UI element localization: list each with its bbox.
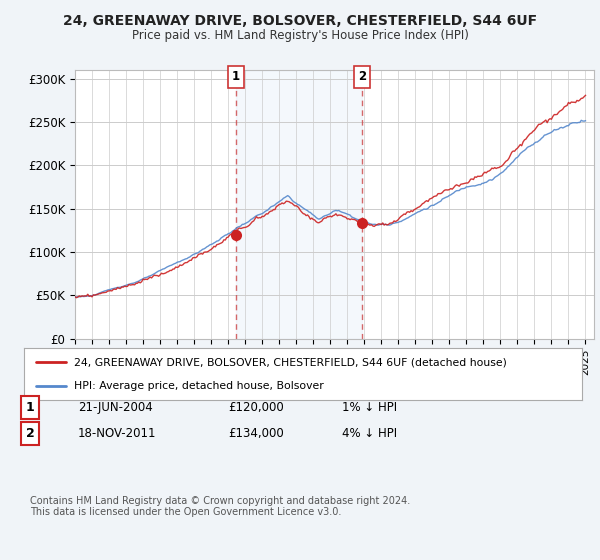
Text: 2: 2 xyxy=(358,71,366,83)
Text: Price paid vs. HM Land Registry's House Price Index (HPI): Price paid vs. HM Land Registry's House … xyxy=(131,29,469,42)
Text: 18-NOV-2011: 18-NOV-2011 xyxy=(78,427,157,440)
Text: £134,000: £134,000 xyxy=(228,427,284,440)
Text: 1: 1 xyxy=(232,71,240,83)
Text: 1% ↓ HPI: 1% ↓ HPI xyxy=(342,401,397,414)
Text: 24, GREENAWAY DRIVE, BOLSOVER, CHESTERFIELD, S44 6UF: 24, GREENAWAY DRIVE, BOLSOVER, CHESTERFI… xyxy=(63,14,537,28)
Text: 21-JUN-2004: 21-JUN-2004 xyxy=(78,401,153,414)
Text: HPI: Average price, detached house, Bolsover: HPI: Average price, detached house, Bols… xyxy=(74,381,324,391)
Text: 2: 2 xyxy=(26,427,34,440)
Text: £120,000: £120,000 xyxy=(228,401,284,414)
Text: 4% ↓ HPI: 4% ↓ HPI xyxy=(342,427,397,440)
Text: Contains HM Land Registry data © Crown copyright and database right 2024.
This d: Contains HM Land Registry data © Crown c… xyxy=(30,496,410,517)
Text: 1: 1 xyxy=(26,401,34,414)
Bar xyxy=(236,70,362,339)
Text: 24, GREENAWAY DRIVE, BOLSOVER, CHESTERFIELD, S44 6UF (detached house): 24, GREENAWAY DRIVE, BOLSOVER, CHESTERFI… xyxy=(74,357,507,367)
